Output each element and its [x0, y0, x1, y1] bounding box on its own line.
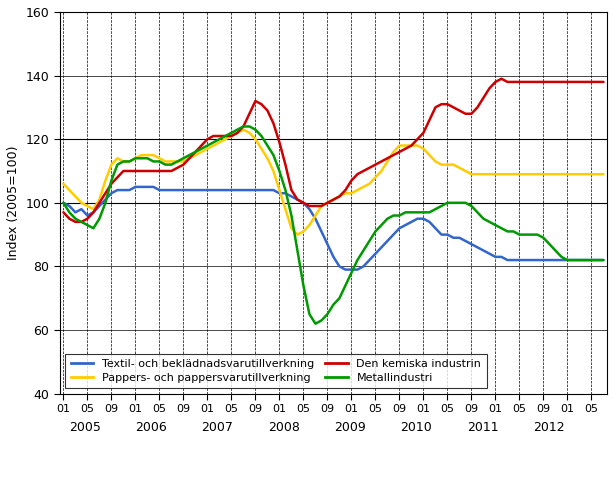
Metallindustri: [60, 200, 67, 205]
Pappers- och pappersvarutillverkning: [594, 171, 601, 177]
Den kemiska industrin: [498, 76, 505, 81]
Line: Textil- och beklädnadsvarutillverkning: Textil- och beklädnadsvarutillverkning: [63, 187, 604, 270]
Textil- och beklädnadsvarutillverkning: [132, 184, 139, 190]
Den kemiska industrin: [204, 137, 211, 142]
Textil- och beklädnadsvarutillverkning: [192, 187, 199, 193]
Textil- och beklädnadsvarutillverkning: [528, 257, 535, 263]
Metallindustri: [126, 159, 133, 164]
Line: Den kemiska industrin: Den kemiska industrin: [63, 79, 604, 222]
Line: Pappers- och pappersvarutillverkning: Pappers- och pappersvarutillverkning: [63, 130, 604, 235]
Den kemiska industrin: [60, 209, 67, 215]
Textil- och beklädnadsvarutillverkning: [600, 257, 607, 263]
Line: Metallindustri: Metallindustri: [63, 126, 604, 324]
Metallindustri: [528, 232, 535, 238]
Pappers- och pappersvarutillverkning: [60, 181, 67, 187]
Metallindustri: [594, 257, 601, 263]
Textil- och beklädnadsvarutillverkning: [384, 238, 391, 244]
Den kemiska industrin: [600, 79, 607, 85]
Pappers- och pappersvarutillverkning: [384, 159, 391, 164]
Den kemiska industrin: [132, 168, 139, 174]
Metallindustri: [198, 146, 205, 151]
Metallindustri: [384, 216, 391, 222]
Legend: Textil- och beklädnadsvarutillverkning, Pappers- och pappersvarutillverkning, De: Textil- och beklädnadsvarutillverkning, …: [65, 354, 487, 388]
Den kemiska industrin: [192, 149, 199, 155]
Den kemiska industrin: [378, 159, 385, 164]
Textil- och beklädnadsvarutillverkning: [126, 187, 133, 193]
Metallindustri: [600, 257, 607, 263]
Textil- och beklädnadsvarutillverkning: [204, 187, 211, 193]
Textil- och beklädnadsvarutillverkning: [342, 267, 349, 273]
Pappers- och pappersvarutillverkning: [198, 149, 205, 155]
Den kemiska industrin: [528, 79, 535, 85]
Den kemiska industrin: [72, 219, 79, 225]
Pappers- och pappersvarutillverkning: [600, 171, 607, 177]
Pappers- och pappersvarutillverkning: [185, 155, 193, 161]
Pappers- och pappersvarutillverkning: [239, 127, 247, 133]
Metallindustri: [239, 124, 247, 129]
Pappers- och pappersvarutillverkning: [126, 159, 133, 164]
Metallindustri: [185, 152, 193, 158]
Metallindustri: [312, 321, 319, 327]
Textil- och beklädnadsvarutillverkning: [594, 257, 601, 263]
Y-axis label: Index (2005=100): Index (2005=100): [7, 146, 20, 260]
Pappers- och pappersvarutillverkning: [293, 232, 301, 238]
Textil- och beklädnadsvarutillverkning: [60, 200, 67, 205]
Pappers- och pappersvarutillverkning: [528, 171, 535, 177]
Den kemiska industrin: [594, 79, 601, 85]
